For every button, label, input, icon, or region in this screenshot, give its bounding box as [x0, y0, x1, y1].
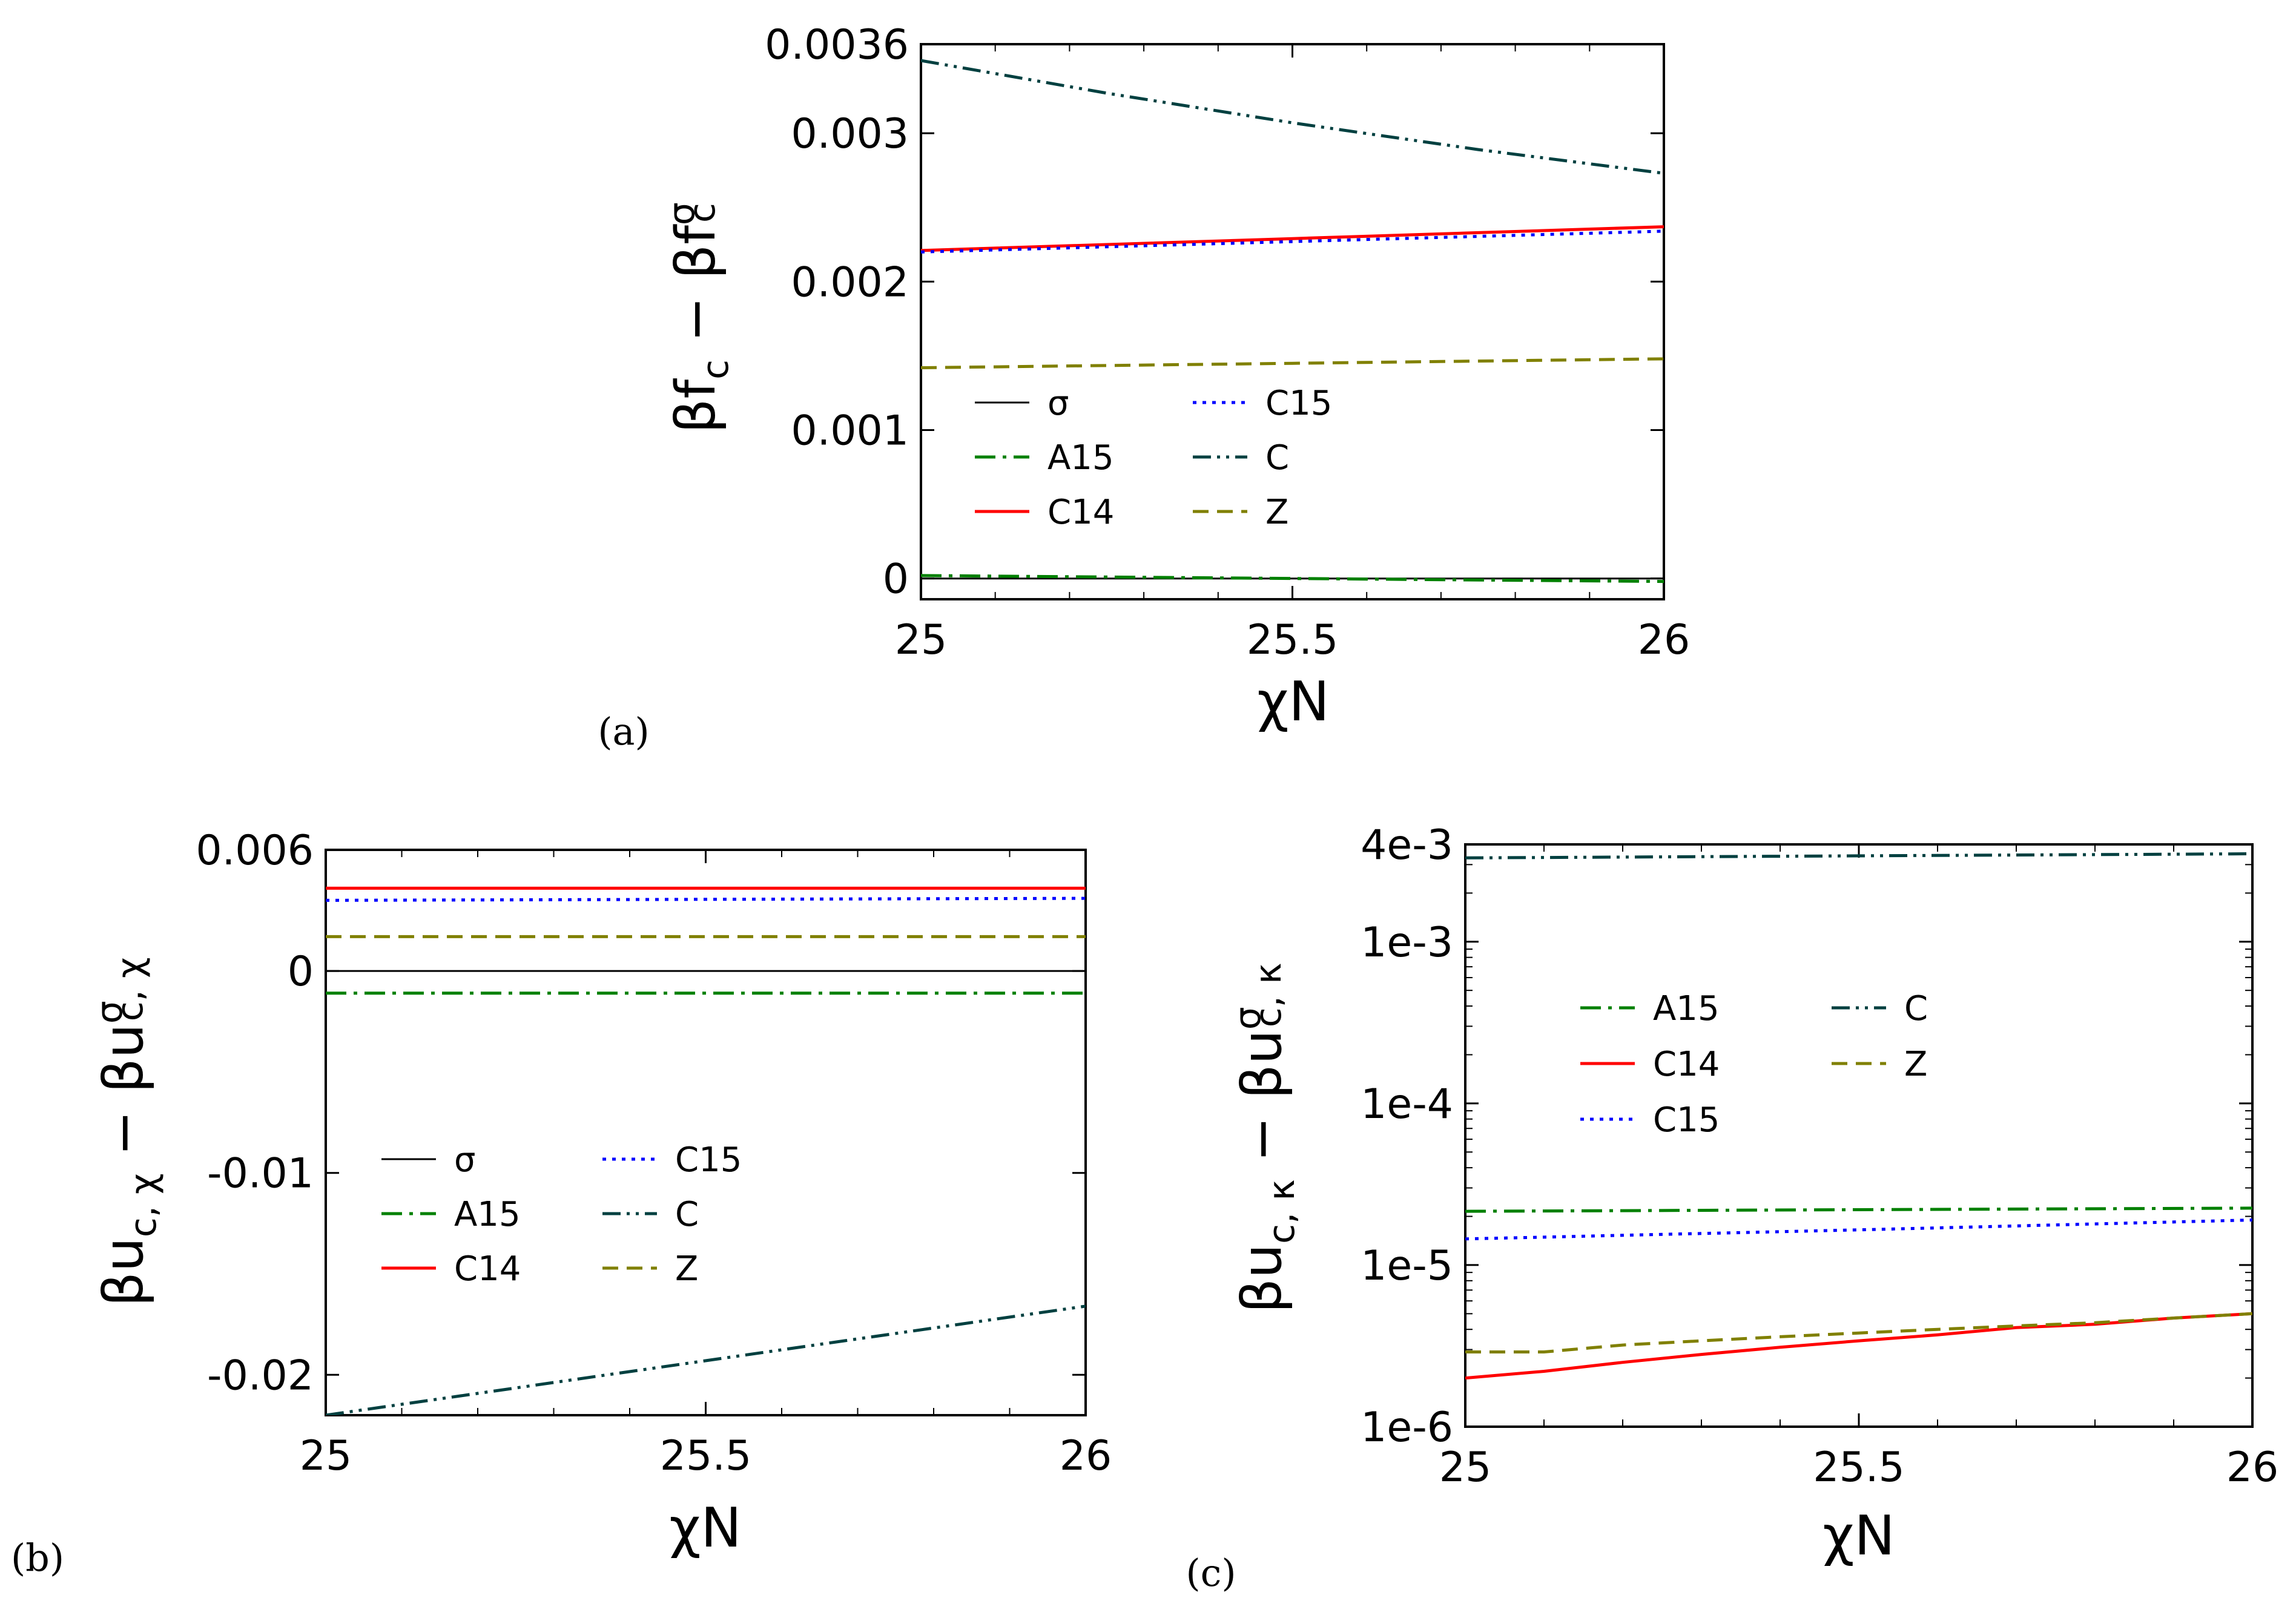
- series-line-C15: [326, 896, 1086, 902]
- y-tick-label: 1e-6: [1361, 1404, 1453, 1452]
- y-axis-label-part: c: [694, 360, 737, 380]
- legend-label-C: C: [675, 1195, 699, 1234]
- panel-label: (b): [11, 1536, 64, 1580]
- x-tick-label: 25: [300, 1432, 352, 1480]
- series-line-C15: [1465, 1218, 2252, 1241]
- series-line-A15: [921, 574, 1664, 584]
- y-tick-label: 1e-5: [1361, 1242, 1453, 1290]
- legend-label-C14: C14: [1047, 493, 1114, 532]
- legend-label-σ: σ: [1047, 384, 1069, 423]
- y-tick-label: 0.0036: [765, 21, 909, 69]
- panel-label: (a): [598, 709, 649, 754]
- legend-label-Z: Z: [1904, 1045, 1927, 1084]
- legend-label-C: C: [1904, 989, 1928, 1028]
- legend-label-σ: σ: [454, 1140, 476, 1180]
- x-tick-label: 26: [2226, 1444, 2279, 1491]
- y-tick-label: 0: [288, 948, 314, 996]
- y-axis-label-part: c, κ: [1247, 963, 1290, 1028]
- legend-label-C15: C15: [1265, 384, 1332, 423]
- y-tick-label: 0.003: [791, 110, 909, 158]
- y-tick-label: -0.02: [207, 1352, 314, 1399]
- plot-frame: [920, 43, 1665, 600]
- y-tick-label: -0.01: [207, 1150, 314, 1198]
- series-line-C: [326, 1304, 1086, 1415]
- series-line-C: [921, 59, 1664, 175]
- series-line-A15: [1465, 1206, 2252, 1213]
- y-axis-label: βuc, χ − βuσc, χ: [88, 957, 165, 1306]
- legend-label-A15: A15: [1653, 989, 1720, 1028]
- legend-label-Z: Z: [675, 1249, 698, 1289]
- y-axis-label-part: − βf: [664, 224, 728, 360]
- x-tick-label: 25: [1439, 1444, 1492, 1491]
- x-tick-label: 25: [895, 616, 948, 664]
- y-tick-label: 0.002: [791, 258, 909, 306]
- y-axis-label-part: − βu: [92, 1024, 156, 1173]
- legend-label-C15: C15: [1653, 1100, 1720, 1140]
- y-axis-label-part: c, χ: [122, 1173, 165, 1237]
- y-tick-label: 1e-3: [1361, 919, 1453, 967]
- chart-2: 25 25.5 26 1e-6 1e-5 1e-4 1e-3 4e-3 A15 C14 C15 CZχ…: [1186, 821, 2278, 1595]
- y-tick-label: 4e-3: [1361, 821, 1453, 869]
- series-line-C: [1465, 852, 2252, 860]
- y-axis-label: βfc − βfσc: [661, 202, 737, 433]
- y-axis-label-part: c, κ: [1261, 1179, 1303, 1244]
- legend-label-Z: Z: [1265, 493, 1288, 532]
- x-axis-label: χN: [669, 1496, 741, 1560]
- plot-frame: [325, 849, 1087, 1416]
- legend-label-A15: A15: [454, 1195, 521, 1234]
- legend-label-C14: C14: [1653, 1045, 1720, 1084]
- x-axis-label: χN: [1823, 1504, 1895, 1568]
- y-axis-label-part: σ: [661, 202, 703, 225]
- legend-label-C: C: [1265, 438, 1289, 478]
- y-axis-label-part: c: [681, 203, 724, 223]
- y-axis-label-part: βu: [1230, 1244, 1294, 1313]
- chart-0: 25 25.5 26 0 0.001 0.002 0.003 0.0036 σ A15 C14 C15…: [598, 21, 1690, 754]
- y-tick-label: 0: [883, 556, 909, 603]
- y-axis-label: βuc, κ − βuσc, κ: [1227, 963, 1303, 1314]
- x-tick-label: 25.5: [1813, 1444, 1904, 1491]
- series-line-Z: [1465, 1312, 2252, 1353]
- legend-label-A15: A15: [1047, 438, 1114, 478]
- series-line-C14: [1465, 1312, 2252, 1380]
- y-axis-label-part: − βu: [1230, 1030, 1294, 1179]
- y-tick-label: 0.001: [791, 407, 909, 455]
- y-tick-label: 0.006: [196, 827, 314, 875]
- y-axis-label-part: βu: [92, 1237, 156, 1306]
- series-line-C14: [921, 225, 1664, 252]
- y-axis-label-part: σ: [1227, 1007, 1269, 1030]
- y-tick-label: 1e-4: [1361, 1080, 1453, 1128]
- y-axis-label-part: σ: [88, 1001, 131, 1024]
- y-axis-label-part: βf: [664, 378, 728, 433]
- x-tick-label: 26: [1638, 616, 1691, 664]
- x-axis-label: χN: [1257, 670, 1329, 734]
- x-tick-label: 25.5: [660, 1432, 751, 1480]
- legend-label-C14: C14: [454, 1249, 521, 1289]
- y-axis-label-part: c, χ: [109, 957, 151, 1021]
- x-tick-label: 25.5: [1247, 616, 1338, 664]
- series-line-Z: [921, 357, 1664, 369]
- panel-label: (c): [1186, 1551, 1236, 1595]
- legend-label-C15: C15: [675, 1140, 742, 1180]
- x-tick-label: 26: [1060, 1432, 1112, 1480]
- series-line-C15: [921, 229, 1664, 254]
